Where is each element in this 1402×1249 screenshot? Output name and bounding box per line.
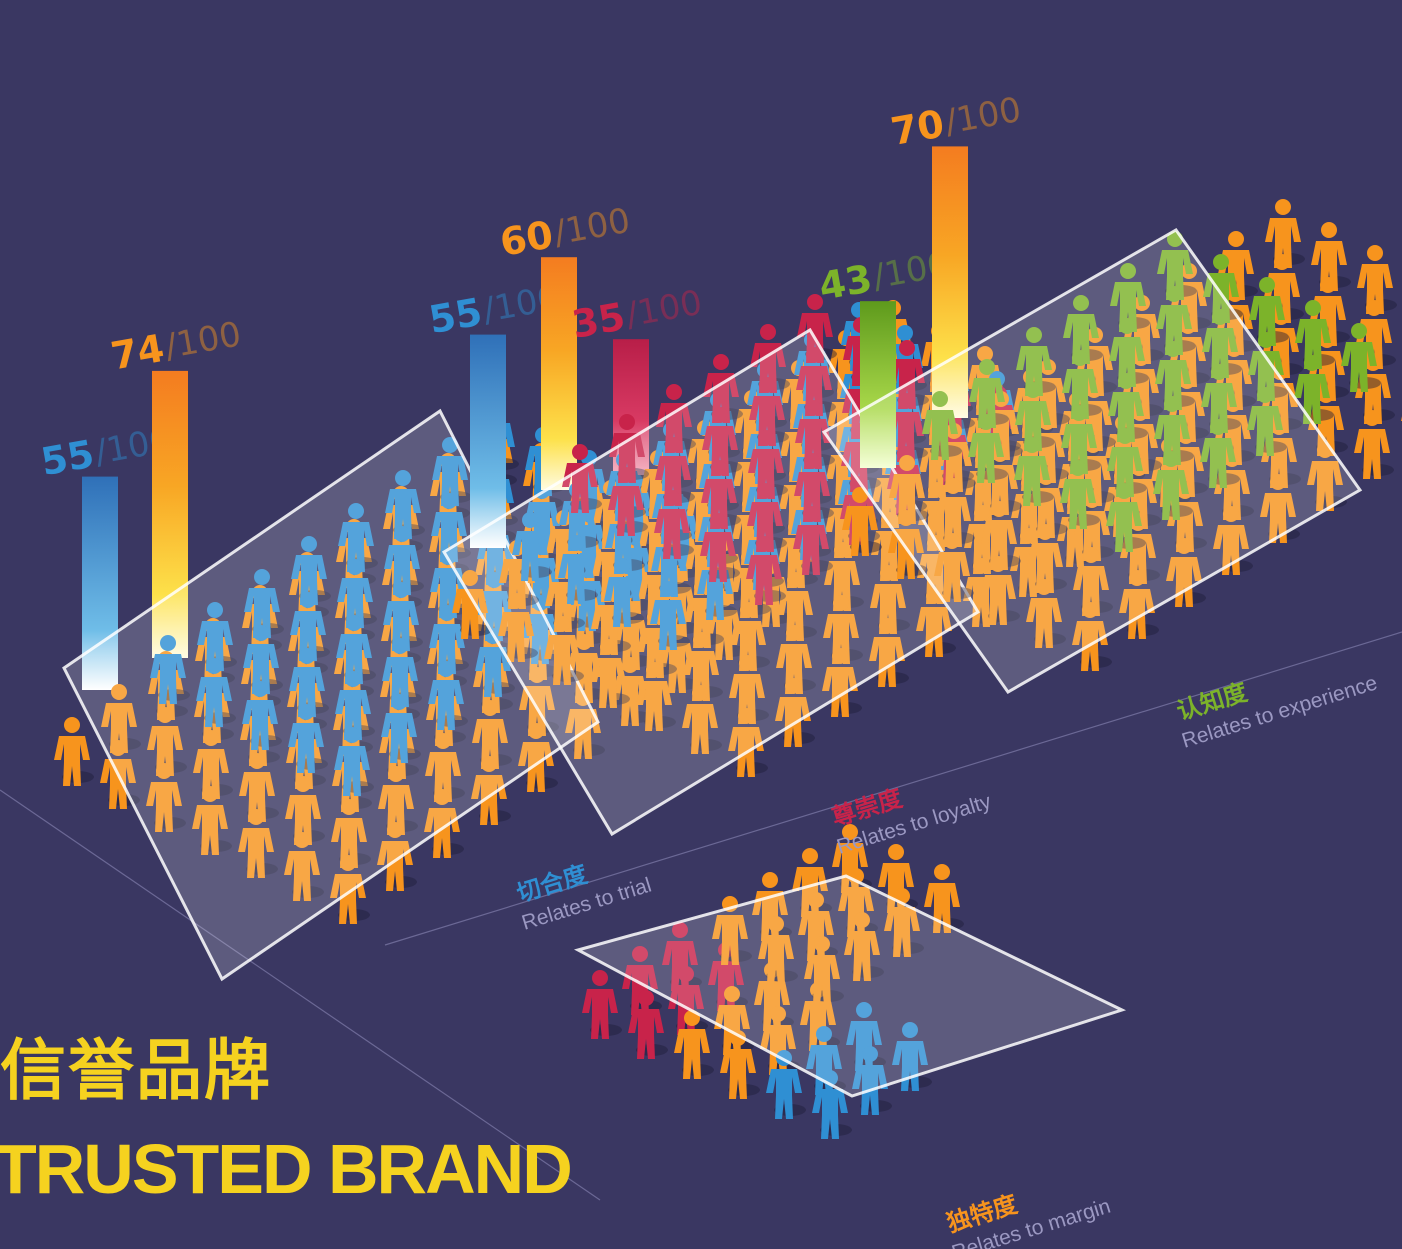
glass-panel [62,408,600,982]
bar-value-label: 60 [497,212,557,265]
bar [860,301,896,468]
bar-max-label: /100 [623,283,705,336]
glass-panel [573,874,1127,1098]
bar-value-label: 43 [816,256,876,309]
bar [541,257,577,490]
people-grid [922,231,1381,552]
bar-max-label: /100 [162,314,244,367]
glass-panel [441,327,981,837]
brand-title-en: TRUSTED BRAND [0,1130,573,1208]
glass-panel [821,228,1363,694]
people-grid [712,824,964,1005]
bar-max-label: /100 [942,90,1024,143]
bar [152,370,188,658]
bar-value-label: 35 [569,294,629,347]
bar-value-label: 74 [108,326,168,379]
bar [932,146,968,418]
bar [470,334,506,548]
ground-line [384,631,1402,946]
bar-value-label: 55 [38,432,98,485]
chart-group [573,824,1127,1139]
bar-max-label: /100 [551,201,633,254]
brand-title-cn: 信誉品牌 [0,1032,272,1109]
bar-value-label: 70 [888,102,948,155]
people-grid [582,922,932,1139]
bar-value-label: 55 [426,290,486,343]
bar [82,476,118,690]
ground-line [0,789,601,1201]
